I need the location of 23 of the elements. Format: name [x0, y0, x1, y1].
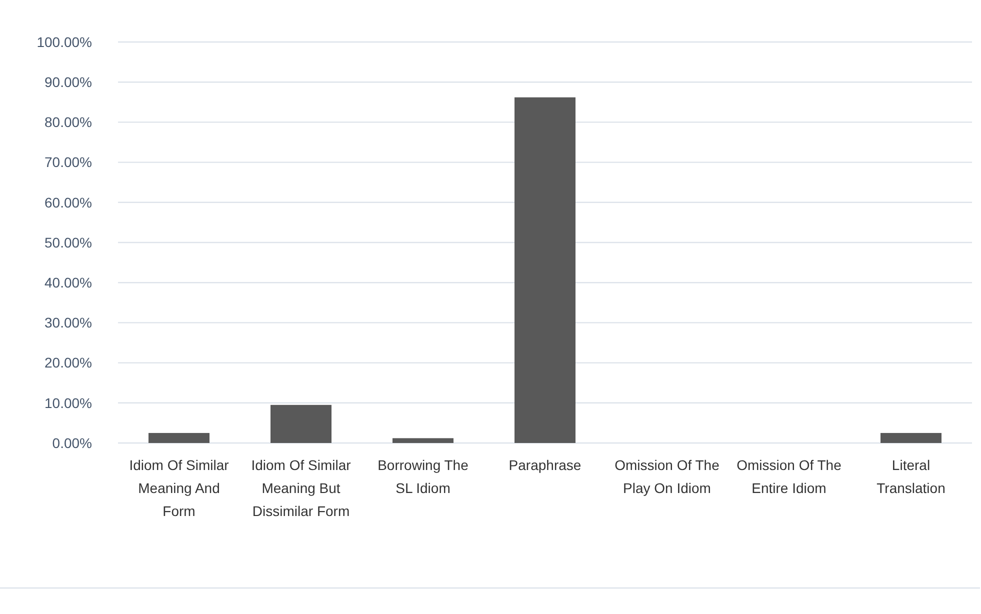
bar — [270, 404, 332, 443]
bar — [514, 97, 576, 443]
x-tick-label: Idiom Of Similar Meaning And Form — [129, 457, 230, 519]
bar — [148, 432, 210, 443]
x-tick-label: Borrowing The SL Idiom — [378, 457, 469, 496]
y-tick-label: 40.00% — [44, 274, 92, 290]
x-tick-label: Literal Translation — [876, 457, 946, 496]
y-tick-label: 30.00% — [44, 314, 92, 331]
y-tick-label: 90.00% — [44, 74, 92, 90]
y-tick-label: 0.00% — [52, 434, 92, 451]
y-tick-label: 70.00% — [44, 154, 92, 170]
bar — [392, 438, 454, 443]
x-tick-label: Idiom Of Similar Meaning But Dissimilar Form — [251, 457, 352, 519]
x-tick-label: Omission Of The Play On Idiom — [614, 457, 720, 496]
x-tick-label: Paraphrase — [508, 457, 582, 473]
y-tick-label: 80.00% — [44, 114, 92, 130]
y-tick-label: 10.00% — [44, 394, 92, 411]
y-tick-label: 50.00% — [44, 234, 92, 250]
bar — [880, 432, 942, 443]
y-tick-label: 20.00% — [44, 354, 92, 371]
x-tick-label: Omission Of The Entire Idiom — [736, 457, 842, 496]
y-tick-label: 60.00% — [44, 194, 92, 210]
y-tick-label: 100.00% — [36, 34, 92, 50]
